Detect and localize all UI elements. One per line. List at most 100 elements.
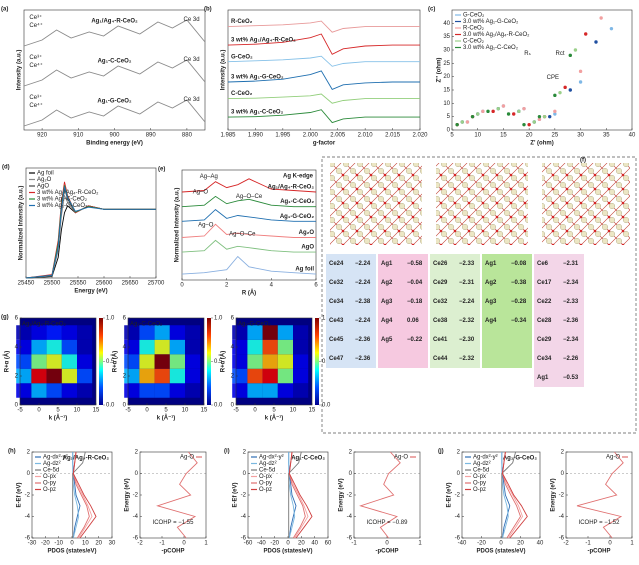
table-cell: −2.24 (355, 318, 371, 324)
series-label: Ag₁-G-CeO₂ (280, 214, 314, 220)
x-tick-label: -1 (585, 541, 591, 547)
legend-label: Ag foil (37, 171, 54, 177)
heatmap-cell (277, 368, 293, 384)
heatmap-cell (169, 383, 185, 398)
y-tick-label: 2 (27, 450, 31, 456)
y-tick-label: -6 (241, 536, 247, 542)
annotation: Ce⁴⁺ (29, 102, 42, 109)
x-tick-label: 5 (56, 408, 60, 414)
legend-label: Ce-5d (473, 468, 489, 474)
table-cell: Ag2 (381, 280, 393, 286)
y-tick-label: 2 (231, 374, 235, 380)
heatmap-cell (154, 383, 170, 398)
heatmap-cell (247, 383, 263, 398)
series-line (72, 451, 86, 538)
x-tick-label: 10 (182, 408, 189, 414)
series-line (72, 451, 97, 539)
y-tick-label: 6 (123, 316, 127, 322)
series-line (502, 451, 528, 539)
y-tick-label: 15 (443, 88, 450, 94)
heatmap-cell (277, 325, 293, 340)
heatmap-cell (247, 339, 263, 355)
series-label: Ag₁-G-CeO₂ (97, 99, 131, 105)
scatter-point (476, 112, 480, 116)
annotation: Ag–O–Ce (236, 194, 263, 200)
annotation: Ag–O (193, 190, 209, 196)
heatmap-cell (232, 368, 248, 384)
legend-label: Ag-dx²-y² (43, 455, 68, 461)
scatter-point (599, 16, 603, 20)
series-label: 3 wt% Ag₁-C-CeO₂ (231, 110, 284, 116)
table-cell: −2.31 (459, 280, 475, 286)
panel-label: (h) (8, 449, 16, 455)
legend-label: O-py (43, 481, 56, 487)
x-tick-label: 0 (499, 541, 503, 547)
y-tick-label: 6 (231, 316, 235, 322)
series-label: AgO (301, 245, 314, 251)
scatter-point (470, 114, 475, 119)
legend-label: O-pz (43, 487, 56, 493)
panel-label: (a) (1, 7, 8, 13)
series-line (227, 55, 420, 67)
x-tick-label: 60 (325, 541, 332, 547)
annotation: CPE (547, 75, 559, 81)
heatmap-cell (293, 368, 309, 384)
series-label: Ag₁/Ag₄-R-CeO₂ (268, 185, 315, 191)
table-column-bg (378, 254, 428, 368)
table-cell: −2.33 (563, 299, 579, 305)
panel-f-frame (321, 156, 637, 434)
x-tick-label: 10 (474, 133, 481, 139)
y-tick-label: -6 (25, 536, 31, 542)
colorbar-label: 1.0 (214, 316, 223, 322)
y-tick-label: 2 (561, 450, 565, 456)
heatmap-cell (169, 325, 185, 340)
series-line (227, 70, 420, 90)
table-cell: Ce32 (329, 280, 344, 286)
heatmap-cell (262, 368, 278, 384)
heatmap-cell (139, 368, 155, 384)
scatter-point (522, 122, 526, 127)
heatmap-cell (293, 354, 309, 369)
scatter-point (455, 122, 459, 127)
table-cell: Ce22 (537, 299, 552, 305)
heatmap-cell (154, 354, 170, 369)
heatmap-cell (169, 339, 185, 355)
y-tick-label: 40 (443, 21, 450, 27)
series-line (288, 451, 313, 539)
x-tick-label: 0 (608, 541, 612, 547)
series-line (181, 223, 316, 238)
table-cell: Ag5 (381, 337, 393, 343)
table-cell: −2.36 (355, 356, 371, 362)
series-label: Ag foil (295, 267, 314, 273)
x-tick-label: 30 (577, 133, 584, 139)
scatter-point (481, 109, 485, 114)
x-tick-label: -40 (458, 541, 467, 547)
x-axis-label: -pCOHP (376, 549, 399, 555)
heatmap-cell (232, 383, 248, 398)
x-tick-label: 0 (180, 283, 184, 289)
x-tick-label: 25500 (44, 281, 61, 287)
table-cell: −2.34 (563, 280, 579, 286)
legend-label: Ag-dx²-y² (473, 455, 498, 461)
series-line (181, 209, 316, 222)
x-tick-label: 0 (145, 408, 149, 414)
series-label: 3 wt% Ag₁-G-CeO₂ (231, 75, 284, 81)
x-tick-label: 15 (201, 408, 208, 414)
y-tick-label: 4 (123, 345, 127, 351)
table-cell: −0.18 (407, 299, 423, 305)
heatmap-cell (232, 339, 248, 355)
legend-label: 3.0 wt% Ag₁/Ag₄-R-CeO₂ (463, 32, 530, 38)
x-tick-label: 900 (109, 133, 120, 139)
y-tick-label: -6 (455, 536, 461, 542)
legend-label: O-px (473, 474, 486, 480)
x-tick-label: 1.985 (220, 133, 236, 139)
x-tick-label: 10 (82, 541, 89, 547)
x-tick-label: 40 (537, 541, 544, 547)
panel-label: (c) (428, 7, 435, 13)
scatter-point (537, 114, 542, 119)
legend-label: Ag-dx²-y² (259, 455, 284, 461)
heatmap-cell (124, 339, 140, 355)
legend-label: 3 wt% Ag₁/Ag₄-R-CeO₂ (37, 190, 99, 196)
x-tick-label: 1 (630, 541, 634, 547)
x-tick-label: 25700 (148, 281, 165, 287)
